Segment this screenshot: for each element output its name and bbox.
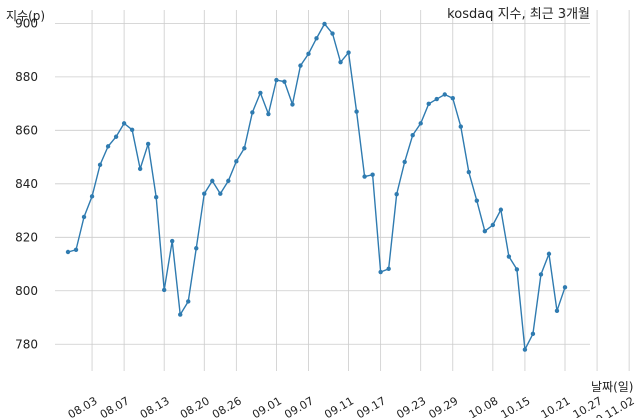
data-point [290, 102, 295, 107]
data-point [113, 134, 119, 139]
series-points [65, 21, 568, 352]
data-point [202, 191, 207, 196]
y-tick-label: 900 [15, 16, 38, 30]
x-tick-label: 10.15 [499, 394, 533, 418]
x-tick-label: 09.17 [354, 394, 388, 418]
data-point [562, 285, 568, 290]
data-point [306, 51, 311, 57]
data-point [346, 50, 351, 55]
data-point [153, 194, 159, 200]
data-point [266, 111, 271, 117]
y-axis-ticks: 780 800 820 840 860 880 900 [15, 16, 38, 351]
y-tick-label: 820 [15, 230, 38, 244]
x-tick-label: 08.13 [138, 394, 172, 418]
x-tick-label: 08.03 [66, 394, 100, 418]
x-tick-label: 08.26 [210, 394, 244, 418]
data-point [522, 347, 528, 352]
data-point [81, 214, 87, 220]
data-point [234, 159, 239, 164]
data-point [386, 266, 391, 272]
data-point [161, 287, 167, 293]
data-point [554, 308, 560, 314]
data-point [546, 251, 552, 257]
data-point [450, 96, 455, 101]
x-tick-label: 09.11 [322, 394, 356, 418]
data-point [506, 254, 512, 259]
data-point [474, 198, 480, 203]
data-point [258, 90, 263, 96]
data-point [426, 101, 431, 107]
data-point [73, 247, 79, 253]
y-tick-label: 800 [15, 284, 38, 298]
data-point [338, 59, 343, 65]
data-point [330, 31, 335, 36]
x-tick-label: 10.21 [539, 394, 573, 418]
chart-title: kosdaq 지수, 최근 3개월 [447, 7, 590, 22]
data-point [137, 166, 143, 172]
data-point [97, 162, 103, 168]
data-point [242, 146, 247, 151]
data-point [442, 92, 447, 97]
x-tick-label: 10.08 [467, 394, 501, 418]
data-point [170, 238, 175, 244]
data-point [402, 159, 407, 165]
x-tick-label: 09.01 [250, 394, 284, 418]
data-point [354, 109, 359, 114]
data-point [274, 77, 279, 83]
data-point [298, 63, 303, 68]
y-tick-label: 880 [15, 70, 38, 84]
data-point [498, 207, 504, 212]
data-point [226, 178, 231, 184]
x-tick-label: 09.23 [394, 394, 428, 418]
data-point [89, 194, 95, 199]
data-point [538, 272, 544, 277]
data-point [178, 312, 183, 317]
x-axis-label: 날짜(일) [591, 380, 633, 394]
data-point [362, 174, 367, 179]
data-point [490, 222, 496, 228]
grid-lines [55, 10, 630, 371]
data-point [194, 246, 199, 251]
y-tick-label: 860 [15, 123, 38, 137]
data-point [314, 36, 319, 41]
data-point [129, 127, 135, 132]
data-point [218, 191, 223, 196]
y-tick-label: 840 [15, 177, 38, 191]
data-point [434, 96, 439, 102]
data-point [458, 124, 463, 129]
data-point [482, 228, 488, 234]
x-tick-label: 09.07 [282, 394, 316, 418]
data-point [530, 331, 536, 337]
data-point [370, 172, 375, 177]
x-tick-label: 08.07 [98, 394, 132, 418]
data-point [145, 141, 151, 147]
data-point [105, 144, 111, 149]
data-point [410, 132, 415, 138]
data-point [210, 178, 215, 184]
y-tick-label: 780 [15, 337, 38, 351]
data-point [466, 169, 472, 175]
data-point [514, 267, 520, 272]
data-point [322, 21, 327, 27]
x-tick-label: 09.29 [426, 394, 460, 418]
data-point [186, 299, 191, 304]
x-tick-label: 08.20 [178, 394, 212, 418]
data-point [378, 269, 383, 275]
series-line [67, 22, 566, 353]
data-point [121, 121, 127, 126]
data-point [418, 121, 423, 126]
data-point [250, 110, 255, 115]
data-point [65, 249, 71, 255]
data-point [282, 79, 287, 84]
data-point [394, 192, 399, 197]
y-axis-label: 지수(p) [6, 9, 45, 23]
